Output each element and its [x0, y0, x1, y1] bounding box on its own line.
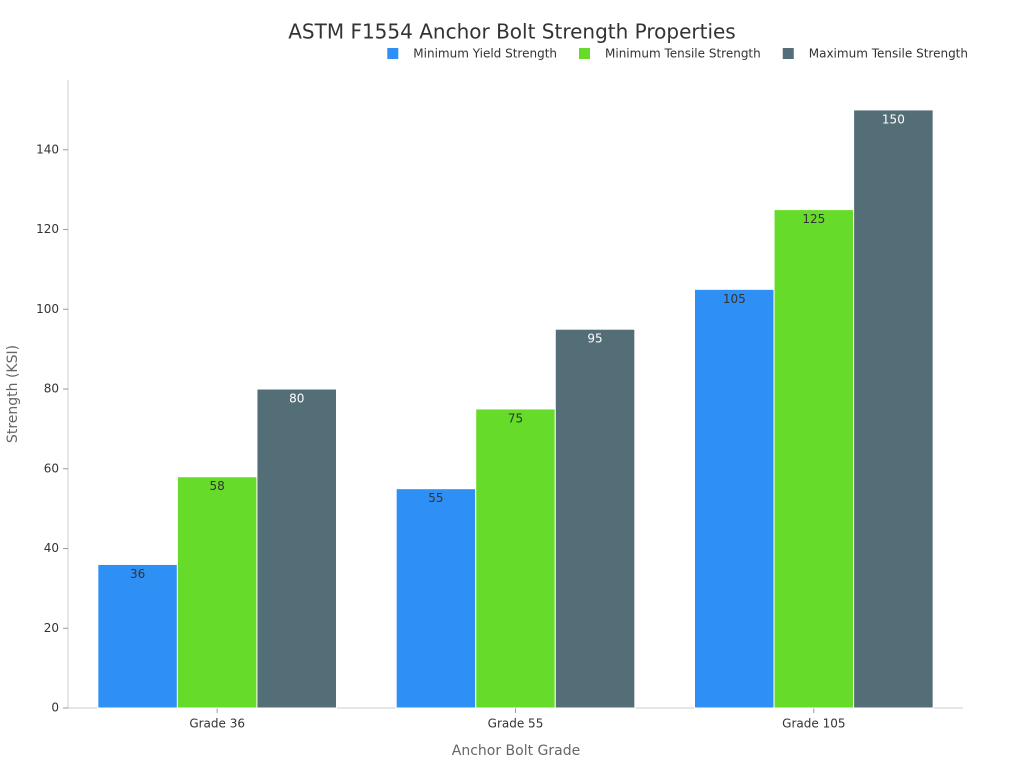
- legend-label: Maximum Tensile Strength: [809, 47, 968, 61]
- value-label: 58: [210, 479, 225, 493]
- x-tick-label: Grade 36: [189, 717, 245, 731]
- y-tick-label: 120: [36, 222, 59, 236]
- x-tick-label: Grade 55: [488, 717, 544, 731]
- legend-marker: [579, 48, 591, 59]
- bar: [475, 408, 556, 709]
- chart-title: ASTM F1554 Anchor Bolt Strength Properti…: [288, 20, 735, 44]
- value-label: 125: [802, 212, 825, 226]
- legend-marker: [782, 48, 794, 59]
- y-tick-label: 40: [44, 541, 59, 555]
- legend-marker: [387, 48, 399, 59]
- y-tick-label: 80: [44, 382, 59, 396]
- y-tick-label: 100: [36, 302, 59, 316]
- bar: [97, 563, 178, 709]
- y-tick-label: 140: [36, 142, 59, 156]
- x-tick-label: Grade 105: [782, 717, 845, 731]
- value-label: 36: [130, 567, 145, 581]
- bar: [256, 388, 338, 709]
- y-tick-label: 60: [44, 461, 59, 475]
- y-tick-label: 20: [44, 621, 59, 635]
- bar: [694, 288, 775, 709]
- bar: [773, 209, 855, 709]
- value-label: 95: [587, 332, 602, 346]
- bar: [176, 476, 258, 709]
- y-axis-label: Strength (KSI): [5, 345, 21, 443]
- value-label: 75: [508, 411, 523, 425]
- bar: [395, 488, 477, 709]
- legend-label: Minimum Tensile Strength: [605, 47, 761, 61]
- value-label: 105: [723, 292, 746, 306]
- x-axis-label: Anchor Bolt Grade: [452, 743, 580, 759]
- value-label: 55: [428, 491, 443, 505]
- y-tick-label: 0: [51, 701, 59, 715]
- legend-label: Minimum Yield Strength: [413, 47, 557, 61]
- bar: [853, 109, 934, 709]
- value-label: 150: [882, 112, 905, 126]
- bar: [554, 328, 636, 709]
- value-label: 80: [289, 392, 304, 406]
